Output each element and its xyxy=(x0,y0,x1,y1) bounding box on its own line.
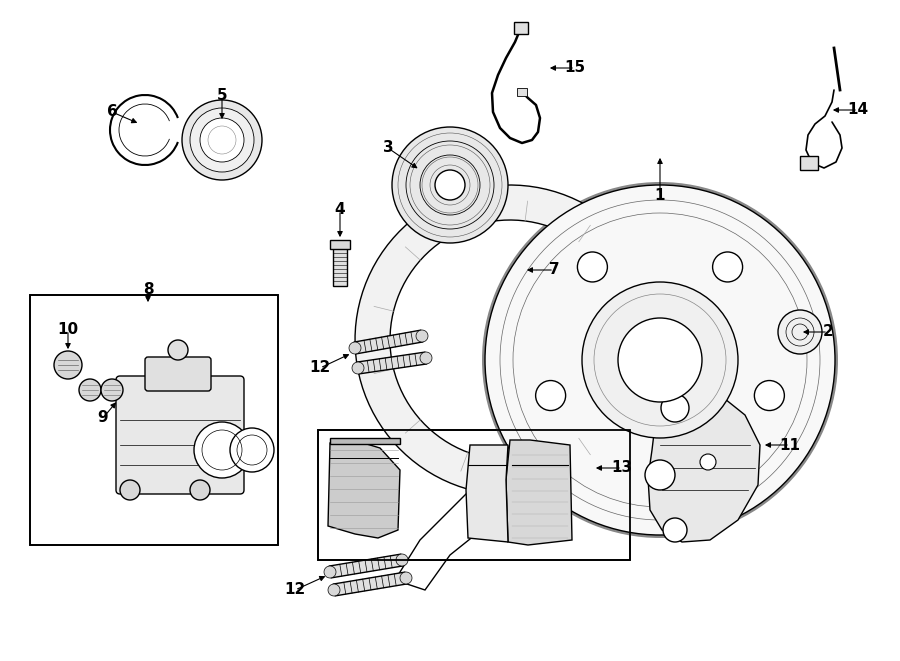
Bar xyxy=(30,295,278,545)
Circle shape xyxy=(190,480,210,500)
Polygon shape xyxy=(466,445,508,542)
Circle shape xyxy=(754,381,785,410)
Circle shape xyxy=(578,252,608,282)
Text: 10: 10 xyxy=(58,323,78,338)
Circle shape xyxy=(645,460,675,490)
Circle shape xyxy=(120,480,140,500)
Circle shape xyxy=(663,518,687,542)
Polygon shape xyxy=(328,442,400,538)
Circle shape xyxy=(324,566,336,578)
Bar xyxy=(517,88,527,96)
Circle shape xyxy=(200,118,244,162)
Circle shape xyxy=(182,100,262,180)
Circle shape xyxy=(420,352,432,364)
Circle shape xyxy=(618,318,702,402)
Bar xyxy=(514,22,528,34)
Circle shape xyxy=(713,252,742,282)
Text: 4: 4 xyxy=(335,202,346,217)
Text: 9: 9 xyxy=(98,410,108,426)
Circle shape xyxy=(778,310,822,354)
Circle shape xyxy=(416,330,428,342)
Circle shape xyxy=(485,185,835,535)
Polygon shape xyxy=(356,185,609,495)
Circle shape xyxy=(582,282,738,438)
Circle shape xyxy=(392,127,508,243)
Text: 13: 13 xyxy=(611,461,633,475)
Text: 7: 7 xyxy=(549,262,559,278)
Circle shape xyxy=(400,572,412,584)
Circle shape xyxy=(352,362,364,374)
Text: 1: 1 xyxy=(655,188,665,202)
Circle shape xyxy=(349,342,361,354)
Circle shape xyxy=(101,379,123,401)
Circle shape xyxy=(190,108,254,172)
Bar xyxy=(318,430,630,560)
Bar xyxy=(318,430,630,560)
Circle shape xyxy=(230,428,274,472)
Text: 11: 11 xyxy=(779,438,800,453)
Circle shape xyxy=(536,381,565,410)
Circle shape xyxy=(700,454,716,470)
Polygon shape xyxy=(506,440,572,545)
FancyBboxPatch shape xyxy=(116,376,244,494)
Text: 6: 6 xyxy=(106,104,117,120)
Text: 3: 3 xyxy=(382,141,393,155)
Circle shape xyxy=(194,422,250,478)
Bar xyxy=(330,240,350,249)
Text: 15: 15 xyxy=(564,61,586,75)
Circle shape xyxy=(54,351,82,379)
Circle shape xyxy=(435,170,465,200)
Bar xyxy=(800,156,818,170)
Circle shape xyxy=(661,394,689,422)
FancyBboxPatch shape xyxy=(145,357,211,391)
Polygon shape xyxy=(330,438,400,444)
Polygon shape xyxy=(329,554,403,578)
Bar xyxy=(333,248,347,286)
Circle shape xyxy=(396,554,408,566)
Circle shape xyxy=(168,340,188,360)
Polygon shape xyxy=(333,572,407,596)
Text: 8: 8 xyxy=(143,282,153,297)
Polygon shape xyxy=(648,392,760,542)
Text: 12: 12 xyxy=(310,360,330,375)
Text: 14: 14 xyxy=(848,102,868,118)
Polygon shape xyxy=(357,352,427,374)
Polygon shape xyxy=(354,330,423,354)
Bar xyxy=(30,295,278,545)
Text: 2: 2 xyxy=(823,325,833,340)
Circle shape xyxy=(79,379,101,401)
Text: 5: 5 xyxy=(217,89,228,104)
Text: 12: 12 xyxy=(284,582,306,598)
Circle shape xyxy=(328,584,340,596)
